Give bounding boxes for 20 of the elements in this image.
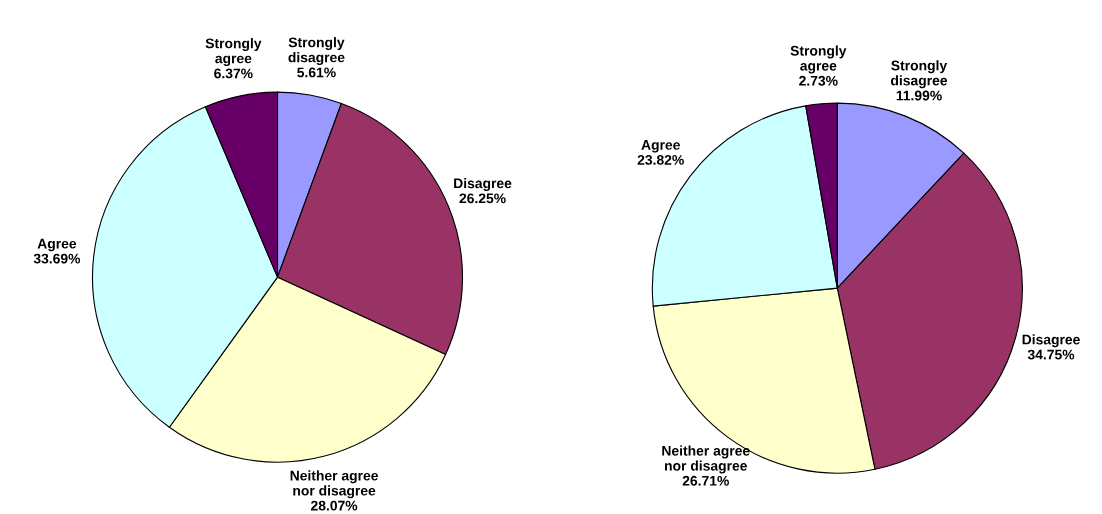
data-label: 28.07%: [311, 500, 358, 511]
data-label: 2.73%: [799, 75, 838, 86]
data-label: 34.75%: [1027, 349, 1075, 360]
data-label: 6.37%: [214, 68, 253, 79]
data-label: 26.25%: [459, 193, 506, 204]
slice-label: Neither agree nor disagree: [290, 470, 378, 499]
slice-label: Strongly agree: [205, 38, 262, 67]
slice-label: Strongly agree: [790, 45, 847, 74]
slice-label: Disagree: [454, 178, 512, 192]
slice-label: Strongly disagree: [890, 60, 948, 89]
slice-label: Agree: [37, 238, 77, 252]
slice-label: Disagree: [1022, 334, 1080, 348]
slice-label: Strongly disagree: [288, 37, 345, 66]
slice-label: Agree: [641, 140, 680, 153]
data-label: 5.61%: [297, 67, 336, 78]
data-label: 23.82%: [637, 155, 684, 165]
data-label: 26.71%: [682, 475, 729, 486]
data-label: 11.99%: [896, 90, 942, 101]
data-label: 33.69%: [33, 253, 81, 264]
slice-label: Neither agree nor disagree: [662, 445, 750, 474]
